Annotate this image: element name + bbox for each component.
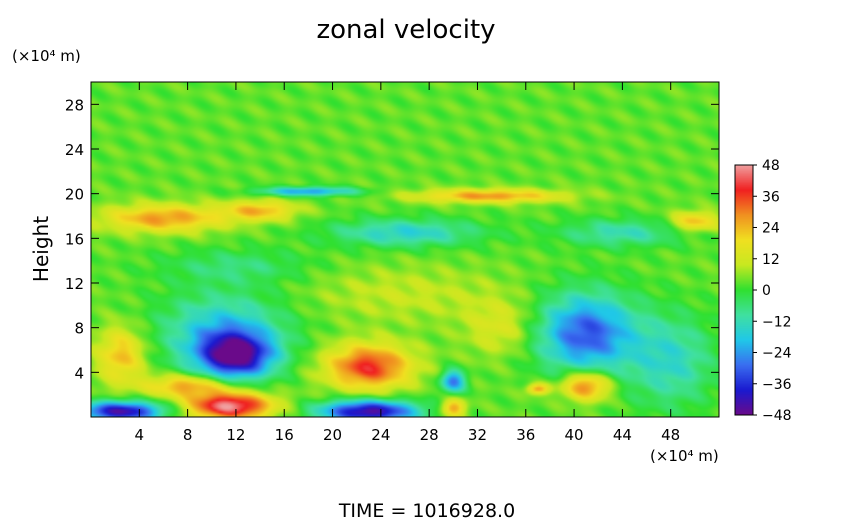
x-tick-label: 36 (516, 426, 535, 444)
colorbar-tick-label: −48 (762, 408, 792, 424)
x-tick-label: 16 (275, 426, 294, 444)
x-tick-label: 32 (468, 426, 487, 444)
x-tick-label: 8 (183, 426, 193, 444)
y-tick-label: 4 (74, 364, 84, 382)
plot-area (90, 81, 720, 418)
colorbar-tick-label: 12 (762, 252, 780, 268)
x-tick-label: 24 (371, 426, 390, 444)
y-tick-label: 8 (74, 320, 84, 338)
x-axis-ticks: 4 8 12 16 20 24 28 32 36 40 44 48 (135, 82, 680, 444)
x-tick-label: 48 (661, 426, 680, 444)
colorbar-ticks: 48 36 24 12 0 −12 −24 −36 −48 (753, 158, 792, 424)
y-tick-label: 24 (65, 141, 84, 159)
x-tick-label: 12 (226, 426, 245, 444)
heatmap-field (91, 82, 719, 417)
y-axis-label: Height (29, 216, 53, 282)
x-tick-label: 28 (420, 426, 439, 444)
colorbar-tick-label: 36 (762, 189, 780, 205)
colorbar: 48 36 24 12 0 −12 −24 −36 −48 (734, 158, 792, 424)
chart-title: zonal velocity (316, 15, 495, 45)
x-tick-label: 4 (135, 426, 145, 444)
colorbar-tick-label: −12 (762, 314, 792, 330)
x-tick-label: 40 (565, 426, 584, 444)
colorbar-tick-label: 24 (762, 221, 780, 237)
colorbar-tick-label: 0 (762, 283, 771, 299)
colorbar-gradient (735, 165, 753, 415)
y-tick-label: 12 (65, 275, 84, 293)
y-tick-label: 20 (65, 186, 84, 204)
y-tick-label: 28 (65, 96, 84, 114)
y-axis-ticks: 4 8 12 16 20 24 28 (65, 96, 719, 382)
x-unit-label: (×10⁴ m) (650, 447, 719, 465)
x-tick-label: 44 (613, 426, 632, 444)
y-tick-label: 16 (65, 230, 84, 248)
y-unit-label: (×10⁴ m) (12, 47, 81, 65)
colorbar-tick-label: −24 (762, 346, 792, 362)
plot-frame (90, 81, 720, 418)
colorbar-tick-label: 48 (762, 158, 780, 174)
x-tick-label: 20 (323, 426, 342, 444)
time-footer: TIME = 1016928.0 (338, 500, 515, 519)
colorbar-tick-label: −36 (762, 377, 792, 393)
